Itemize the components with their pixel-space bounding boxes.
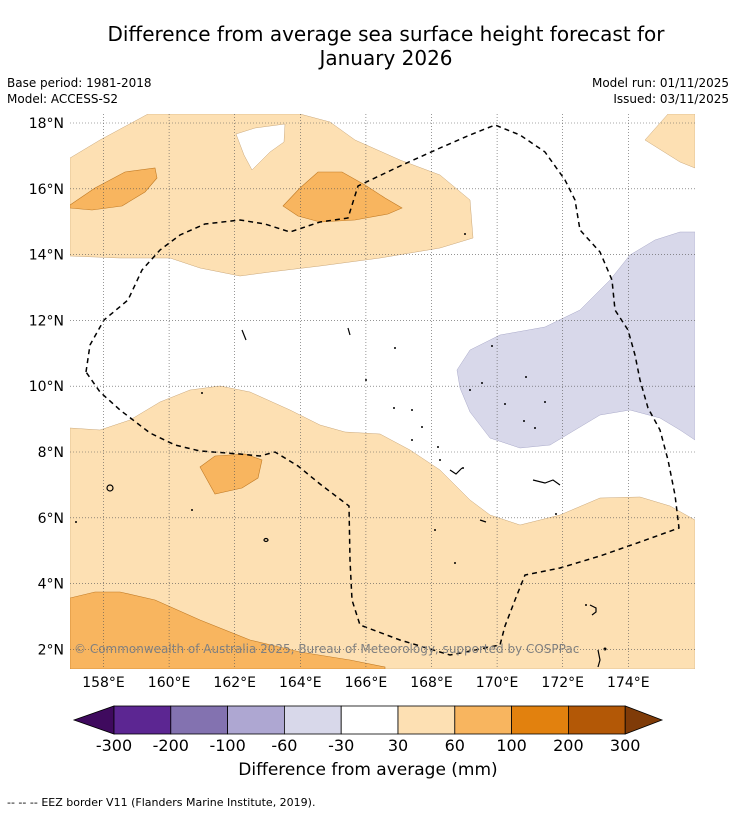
longitude-label: 170°E (476, 675, 519, 691)
colorbar-tick-label: -200 (153, 736, 189, 755)
colorbar-ticks: -300 -200 -100 -60 -30 30 60 100 200 300 (96, 736, 641, 755)
latitude-label: 14°N (29, 248, 64, 264)
latitude-label: 10°N (29, 379, 64, 395)
colorbar-tick-label: 300 (610, 736, 641, 755)
map-plot-area: © Commonwealth of Australia 2025, Bureau… (70, 114, 695, 669)
eez-border-marshall-islands (85, 124, 680, 656)
colorbar-tick-label: -300 (96, 736, 132, 755)
anomaly-region-60-100-nw (70, 167, 158, 211)
anomaly-region-60-100-central (199, 453, 263, 495)
colorbar-segment (170, 705, 229, 735)
anomaly-region-30-60-ne (644, 114, 695, 169)
eez-legend-text: EEZ border V11 (Flanders Marine Institut… (41, 796, 316, 809)
title-line-2: January 2026 (319, 46, 453, 70)
colorbar-extend-min (72, 705, 115, 735)
graticule (70, 114, 695, 669)
colorbar-tick-label: -60 (271, 736, 297, 755)
metadata-right: Model run: 01/11/2025 Issued: 03/11/2025 (592, 75, 729, 107)
colorbar (72, 705, 664, 735)
colorbar-segment (511, 705, 569, 735)
anomaly-region-30-60-north (70, 114, 474, 277)
colorbar-segment (283, 705, 342, 735)
eez-legend: -- -- -- EEZ border V11 (Flanders Marine… (7, 796, 315, 809)
eez-legend-marker: -- -- -- (7, 796, 38, 809)
longitude-label: 160°E (148, 675, 191, 691)
colorbar-tick-label: -100 (209, 736, 245, 755)
latitude-label: 12°N (29, 313, 64, 329)
colorbar-tick-label: -30 (328, 736, 354, 755)
longitude-label: 172°E (541, 675, 584, 691)
model-name: Model: ACCESS-S2 (7, 92, 119, 106)
longitude-label: 174°E (607, 675, 650, 691)
colorbar-segment (340, 705, 399, 735)
axis-tick-labels: 158°E 160°E 162°E 164°E 166°E 168°E 170°E 172°E… (29, 116, 650, 691)
longitude-label: 166°E (345, 675, 388, 691)
longitude-label: 164°E (279, 675, 322, 691)
longitude-label: 158°E (82, 675, 125, 691)
colorbar-label: Difference from average (mm) (238, 760, 498, 780)
colorbar-segment (397, 705, 456, 735)
copyright-notice: © Commonwealth of Australia 2025, Bureau… (74, 642, 579, 656)
base-period: Base period: 1981-2018 (7, 76, 152, 90)
issued-date: Issued: 03/11/2025 (613, 92, 729, 106)
colorbar-tick-label: 100 (496, 736, 527, 755)
anomaly-region-60-100-n (282, 171, 403, 223)
latitude-label: 2°N (38, 642, 64, 658)
chart-title: Difference from average sea surface heig… (0, 22, 736, 70)
colorbar-tick-label: 30 (388, 736, 408, 755)
latitude-label: 16°N (29, 182, 64, 198)
latitude-label: 6°N (38, 511, 64, 527)
colorbar-extend-max (624, 705, 664, 735)
longitude-label: 162°E (213, 675, 256, 691)
model-run: Model run: 01/11/2025 (591, 76, 729, 90)
longitude-label: 168°E (410, 675, 453, 691)
colorbar-segment (454, 705, 512, 735)
colorbar-tick-label: 200 (553, 736, 584, 755)
latitude-label: 4°N (38, 577, 64, 593)
neutral-patch-north (235, 123, 286, 171)
colorbar-tick-label: 60 (445, 736, 465, 755)
colorbar-segment (113, 705, 172, 735)
latitude-label: 8°N (38, 445, 64, 461)
island-outlines (106, 327, 601, 668)
anomaly-region-60-100-sw (70, 591, 386, 669)
metadata-left: Base period: 1981-2018 Model: ACCESS-S2 (7, 75, 152, 107)
colorbar-segment (568, 705, 626, 735)
colorbar-segment (227, 705, 285, 735)
title-line-1: Difference from average sea surface heig… (107, 22, 665, 46)
latitude-label: 18°N (29, 116, 64, 132)
island-dots (75, 233, 607, 651)
